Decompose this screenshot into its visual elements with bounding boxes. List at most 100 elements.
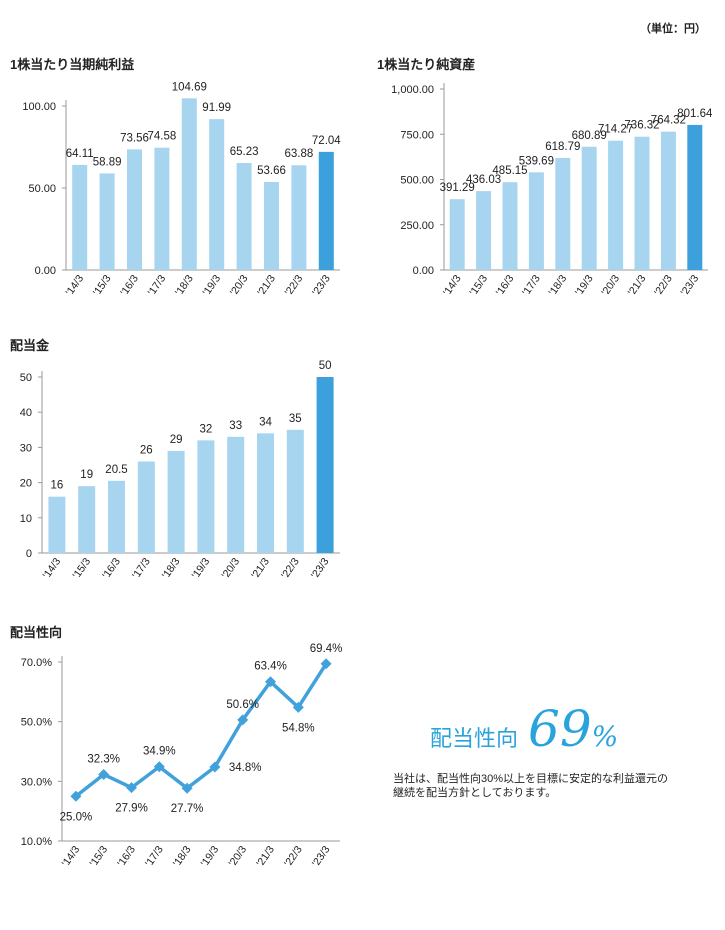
payout-data-label: 50.6% [226,699,259,711]
bps-y-tick-label: 500.00 [400,175,434,187]
payout-data-label: 27.7% [171,803,204,815]
payout-x-tick-label: '16/3 [115,844,138,869]
dividend-y-tick-label: 50 [20,372,32,384]
payout-x-tick-label: '14/3 [60,844,83,869]
payout-point [209,761,221,773]
payout-y-tick-label: 10.0% [21,836,52,848]
payout-data-label: 34.9% [143,746,176,758]
bps-bar [608,140,624,270]
payout-data-label: 69.4% [310,643,343,655]
eps-data-label: 72.04 [312,135,341,147]
payout-x-tick-label: '15/3 [87,844,110,869]
bps-data-label: 391.29 [440,182,475,194]
payout-point [181,782,193,794]
payout-highlight-value: 69 [528,700,592,758]
eps-data-label: 104.69 [172,81,207,93]
bps-data-label: 736.32 [624,120,659,132]
dividend-data-label: 32 [200,423,213,435]
payout-highlight: 配当性向 69% [430,700,618,758]
bps-data-label: 618.79 [545,141,580,153]
payout-point [320,658,332,670]
eps-bar [236,163,252,270]
dividend-data-label: 34 [259,416,272,428]
dividend-bar [197,440,215,553]
dividend-y-tick-label: 40 [20,407,32,419]
payout-y-tick-label: 30.0% [21,776,52,788]
payout-data-label: 27.9% [115,803,148,815]
eps-bar [127,149,142,270]
dividend-data-label: 33 [229,420,242,432]
unit-label: （単位：円） [640,23,706,35]
dividend-data-label: 35 [289,413,302,425]
eps-bar [72,164,88,270]
dividend-bar [286,429,304,553]
payout-point [292,701,304,713]
payout-y-tick-label: 70.0% [21,657,52,669]
payout-point [126,782,137,794]
payout-x-tick-label: '20/3 [226,844,249,869]
bps-data-label: 680.89 [572,130,607,142]
dividend-bar [227,436,245,553]
bps-bar [502,182,518,270]
bps-bar [687,124,703,270]
dividend-policy-note: 当社は、配当性向30%以上を目標に安定的な利益還元の継続を配当方針としております… [393,773,669,799]
dividend-y-tick-label: 0 [26,548,32,560]
dividend-data-label: 29 [170,434,183,446]
payout-point [265,676,276,688]
eps-data-label: 91.99 [202,102,231,114]
dividend-bar [257,433,274,553]
bps-bar [449,199,465,270]
bps-bar [555,157,571,270]
eps-data-label: 73.56 [120,132,149,144]
payout-data-label: 25.0% [60,811,93,823]
eps-bar [154,147,170,270]
payout-point [237,714,249,726]
eps-y-tick-label: 50.00 [28,183,56,195]
payout-series-line [74,662,328,798]
payout-x-tick-label: '17/3 [143,844,166,869]
dividend-bar [137,461,155,553]
payout-data-label: 54.8% [282,722,315,734]
payout-point [70,790,82,802]
eps-bar [264,181,279,270]
dividend-y-tick-label: 10 [20,513,32,525]
eps-bar [99,173,115,270]
payout-data-label: 34.8% [229,762,262,774]
dividend-chart-title: 配当金 [10,338,50,353]
payout-x-tick-label: '23/3 [310,844,333,869]
payout-x-tick-label: '19/3 [199,844,222,869]
bps-bar [634,136,650,270]
eps-y-tick-label: 100.00 [22,101,56,113]
eps-bar [291,165,307,270]
dividend-bar [167,450,185,553]
payout-x-tick-label: '21/3 [254,844,277,869]
dividend-y-tick-label: 30 [20,442,32,454]
eps-data-label: 65.23 [230,146,259,158]
payout-y-tick-label: 50.0% [21,717,52,729]
payout-highlight-percent: % [591,720,619,753]
dividend-data-label: 19 [80,469,93,481]
dividend-data-label: 20.5 [105,464,127,476]
bps-data-label: 485.15 [492,165,527,177]
eps-data-label: 64.11 [66,148,94,160]
bps-data-label: 436.03 [466,174,501,186]
payout-data-label: 32.3% [87,753,120,765]
bps-chart-title: 1株当たり純資産 [377,57,476,72]
payout-highlight-label: 配当性向 [430,726,519,751]
bps-bar [581,146,597,270]
bps-data-label: 764.32 [651,115,686,127]
bps-data-label: 539.69 [519,155,554,167]
payout-x-tick-label: '18/3 [171,844,194,869]
bps-y-tick-label: 750.00 [400,129,434,141]
eps-bar [181,98,197,270]
dividend-data-label: 50 [319,360,332,372]
bps-data-label: 801.64 [677,108,713,120]
payout-chart-title: 配当性向 [10,625,63,640]
eps-data-label: 74.58 [148,131,177,143]
eps-y-tick-label: 0.00 [35,265,56,277]
bps-y-tick-label: 1,000.00 [391,84,434,96]
eps-bar [318,151,334,270]
